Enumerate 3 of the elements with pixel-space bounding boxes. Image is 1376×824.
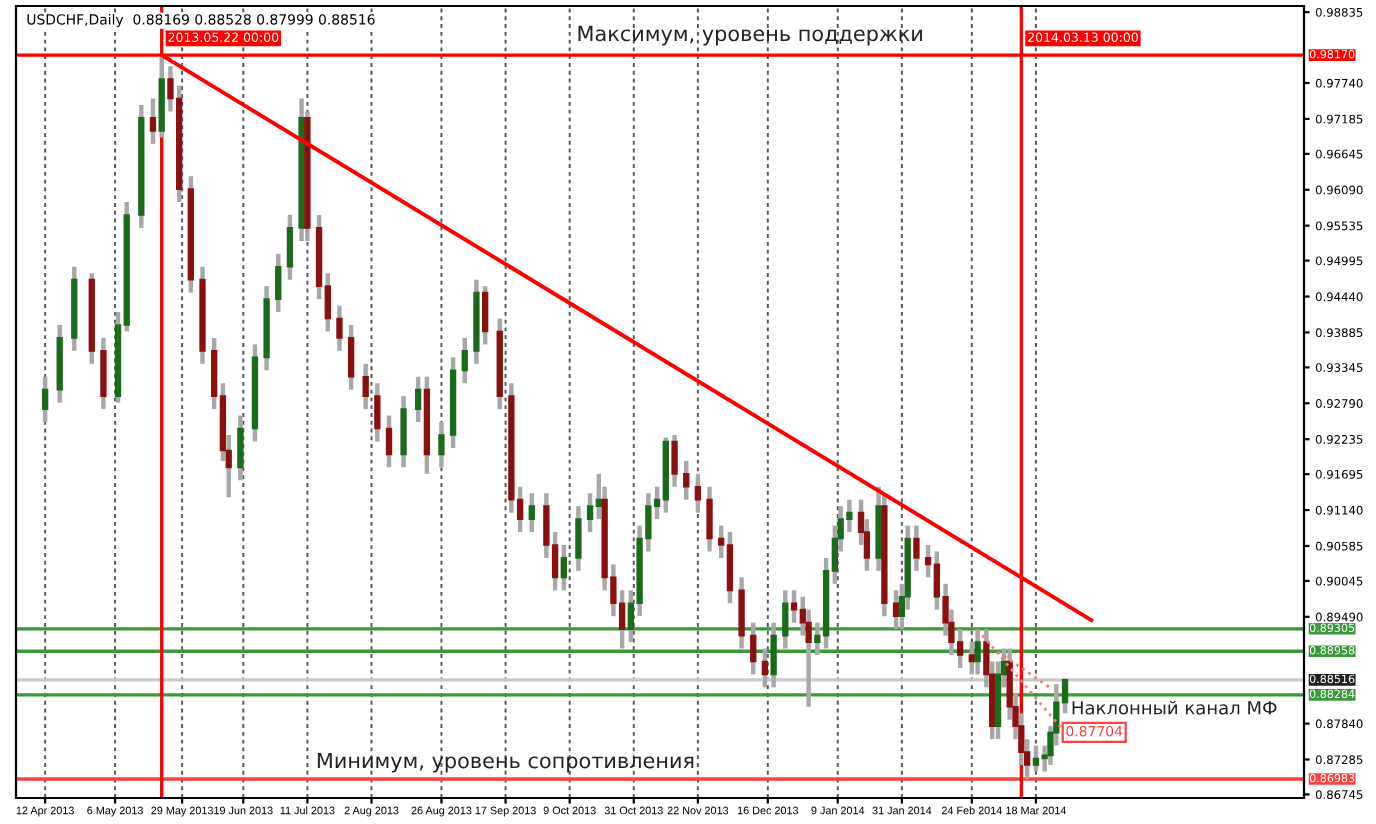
annotation: Минимум, уровень сопротивления	[317, 752, 694, 773]
annotation: Наклонный канал МФ	[1072, 700, 1277, 715]
annotation: Максимум, уровень поддержки	[578, 25, 922, 46]
